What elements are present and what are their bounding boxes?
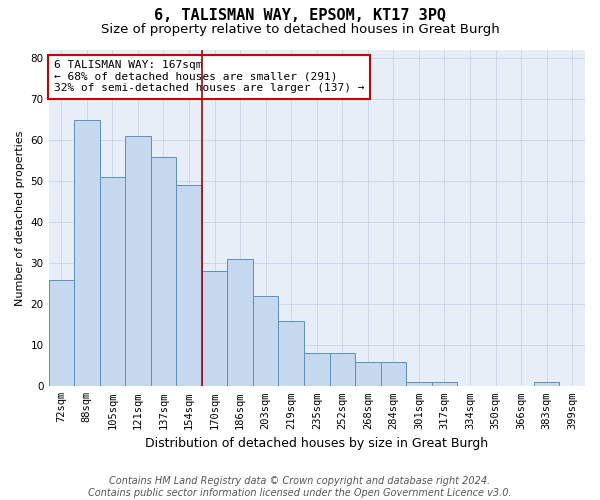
Bar [329,354,355,386]
Bar [125,136,151,386]
Bar [432,382,457,386]
Bar [100,177,125,386]
Text: Size of property relative to detached houses in Great Burgh: Size of property relative to detached ho… [101,22,499,36]
Text: 6 TALISMAN WAY: 167sqm
← 68% of detached houses are smaller (291)
32% of semi-de: 6 TALISMAN WAY: 167sqm ← 68% of detached… [54,60,364,94]
Y-axis label: Number of detached properties: Number of detached properties [15,130,25,306]
Bar [74,120,100,386]
Bar [304,354,329,386]
Bar [202,272,227,386]
Text: Contains HM Land Registry data © Crown copyright and database right 2024.
Contai: Contains HM Land Registry data © Crown c… [88,476,512,498]
Text: 6, TALISMAN WAY, EPSOM, KT17 3PQ: 6, TALISMAN WAY, EPSOM, KT17 3PQ [154,8,446,22]
Bar [227,259,253,386]
Bar [380,362,406,386]
Bar [151,156,176,386]
X-axis label: Distribution of detached houses by size in Great Burgh: Distribution of detached houses by size … [145,437,488,450]
Bar [49,280,74,386]
Bar [253,296,278,386]
Bar [278,320,304,386]
Bar [406,382,432,386]
Bar [355,362,380,386]
Bar [534,382,559,386]
Bar [176,186,202,386]
